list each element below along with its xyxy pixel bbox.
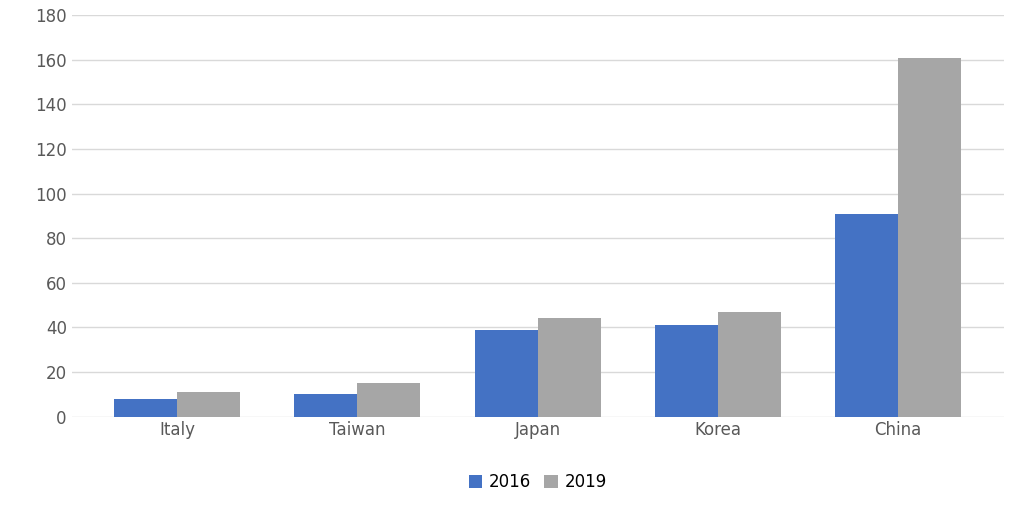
Bar	[718, 312, 781, 417]
Bar	[177, 392, 241, 417]
Bar	[114, 399, 177, 417]
Bar	[898, 57, 962, 417]
Bar	[538, 319, 601, 417]
Legend: 2016, 2019: 2016, 2019	[469, 473, 606, 491]
Bar	[294, 394, 357, 417]
Bar	[654, 325, 718, 417]
Bar	[835, 214, 898, 417]
Bar	[474, 330, 538, 417]
Bar	[357, 383, 421, 417]
